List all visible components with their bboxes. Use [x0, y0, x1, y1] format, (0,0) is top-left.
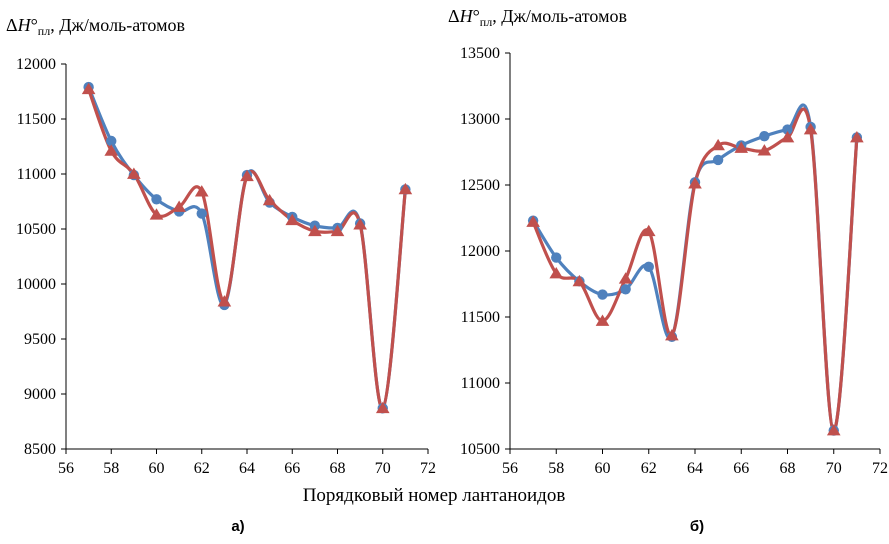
x-axis-title: Порядковый номер лантаноидов	[303, 485, 566, 506]
data-point-triangle-b	[665, 328, 679, 341]
y-tick-label-a: 10500	[16, 221, 56, 238]
data-point-triangle-b	[757, 144, 772, 156]
data-point-triangle-b	[850, 130, 864, 143]
y-tick-label-a: 10000	[16, 276, 56, 293]
data-point-triangle-b	[526, 215, 540, 227]
axes-a: 8500 9000 9500 10000 10500 11000 11500 12000 56 5…	[16, 56, 436, 477]
x-tick-label-b: 62	[641, 460, 657, 477]
x-tick-label-a: 56	[58, 460, 74, 477]
panel-label-b: б)	[690, 518, 704, 535]
y-tick-label-a: 12000	[16, 56, 56, 73]
data-point-triangle-b	[803, 123, 818, 135]
x-tick-label-a: 70	[375, 460, 391, 477]
data-point-circle-b	[551, 252, 562, 263]
data-point-triangle-a	[375, 401, 390, 414]
y-tick-label-b: 12000	[460, 243, 500, 260]
series-line-b-blue	[531, 103, 859, 433]
y-tick-label-b: 13500	[460, 45, 500, 62]
data-point-triangle-b	[780, 130, 795, 143]
y-tick-label-a: 9500	[24, 331, 56, 348]
series-layer-a	[81, 81, 413, 414]
data-point-circle-b	[643, 261, 654, 273]
x-tick-label-a: 60	[149, 460, 165, 477]
data-point-triangle-a	[149, 208, 164, 220]
data-point-circle-b	[759, 130, 770, 142]
x-tick-label-a: 64	[239, 460, 255, 477]
data-point-triangle-a	[104, 144, 119, 156]
x-tick-label-b: 60	[595, 460, 611, 477]
y-tick-label-b: 10500	[460, 441, 500, 458]
y-tick-label-b: 12500	[460, 177, 500, 194]
data-point-circle-b	[597, 289, 608, 300]
panel-label-a: а)	[231, 518, 244, 535]
series-line-a-red	[87, 87, 407, 410]
y-axis-title-a: ΔH°пл, Дж/моль-атомов	[6, 15, 185, 38]
data-point-triangle-a	[217, 295, 232, 307]
data-point-circle-a	[151, 194, 162, 205]
x-tick-label-b: 72	[872, 460, 888, 477]
data-point-triangle-b	[641, 224, 656, 237]
data-point-circle-b	[620, 284, 631, 295]
x-tick-label-b: 66	[733, 460, 749, 477]
data-point-triangle-b	[734, 141, 749, 153]
data-point-circle-a	[106, 135, 117, 147]
x-tick-label-a: 58	[103, 460, 119, 477]
x-tick-label-b: 70	[826, 460, 842, 477]
x-tick-label-a: 68	[330, 460, 346, 477]
x-tick-label-a: 72	[420, 460, 436, 477]
y-axis-title-b: ΔH°пл, Дж/моль-атомов	[448, 6, 627, 29]
data-point-triangle-a	[127, 167, 141, 179]
x-tick-label-a: 66	[284, 460, 300, 477]
x-tick-label-b: 68	[780, 460, 796, 477]
x-tick-label-b: 64	[687, 460, 703, 477]
data-point-triangle-b	[826, 424, 841, 436]
data-point-triangle-a	[330, 224, 345, 237]
chart-panel-b: ΔH°пл, Дж/моль-атомов 10500 11000 11500 120…	[448, 6, 888, 535]
y-tick-label-a: 11500	[17, 111, 56, 128]
y-tick-label-b: 11500	[461, 309, 500, 326]
x-tick-label-b: 56	[502, 460, 518, 477]
data-point-triangle-b	[595, 314, 610, 326]
x-tick-label-a: 62	[194, 460, 210, 477]
data-point-triangle-b	[618, 272, 633, 284]
y-tick-label-b: 11000	[461, 375, 500, 392]
data-point-triangle-b	[688, 177, 702, 189]
data-point-triangle-b	[549, 266, 564, 279]
data-point-triangle-a	[308, 224, 322, 237]
data-point-triangle-a	[194, 185, 209, 197]
axes-b: 10500 11000 11500 12000 12500 13000 13500 56 58 6…	[460, 45, 888, 477]
series-line-b-red	[531, 107, 859, 433]
y-tick-label-a: 9000	[24, 386, 56, 403]
series-line-a-blue	[87, 85, 407, 410]
data-point-triangle-a	[353, 218, 367, 230]
data-point-triangle-a	[81, 82, 96, 95]
data-point-triangle-a	[172, 200, 186, 212]
chart-panel-a: ΔH°пл, Дж/моль-атомов 8500 9000 9500 10000 1…	[6, 15, 436, 535]
y-tick-label-a: 8500	[24, 441, 56, 458]
data-point-triangle-a	[398, 182, 413, 195]
y-tick-label-b: 13000	[460, 111, 500, 128]
data-point-circle-b	[782, 124, 793, 135]
data-point-triangle-a	[240, 169, 254, 182]
series-layer-b	[526, 103, 864, 436]
data-point-triangle-b	[572, 274, 587, 287]
x-tick-label-b: 58	[548, 460, 564, 477]
data-point-triangle-b	[711, 138, 725, 151]
data-point-triangle-a	[262, 193, 277, 206]
data-point-circle-b	[712, 154, 724, 166]
data-point-circle-a	[196, 208, 207, 219]
data-point-triangle-a	[285, 213, 300, 226]
y-tick-label-a: 11000	[17, 166, 56, 183]
